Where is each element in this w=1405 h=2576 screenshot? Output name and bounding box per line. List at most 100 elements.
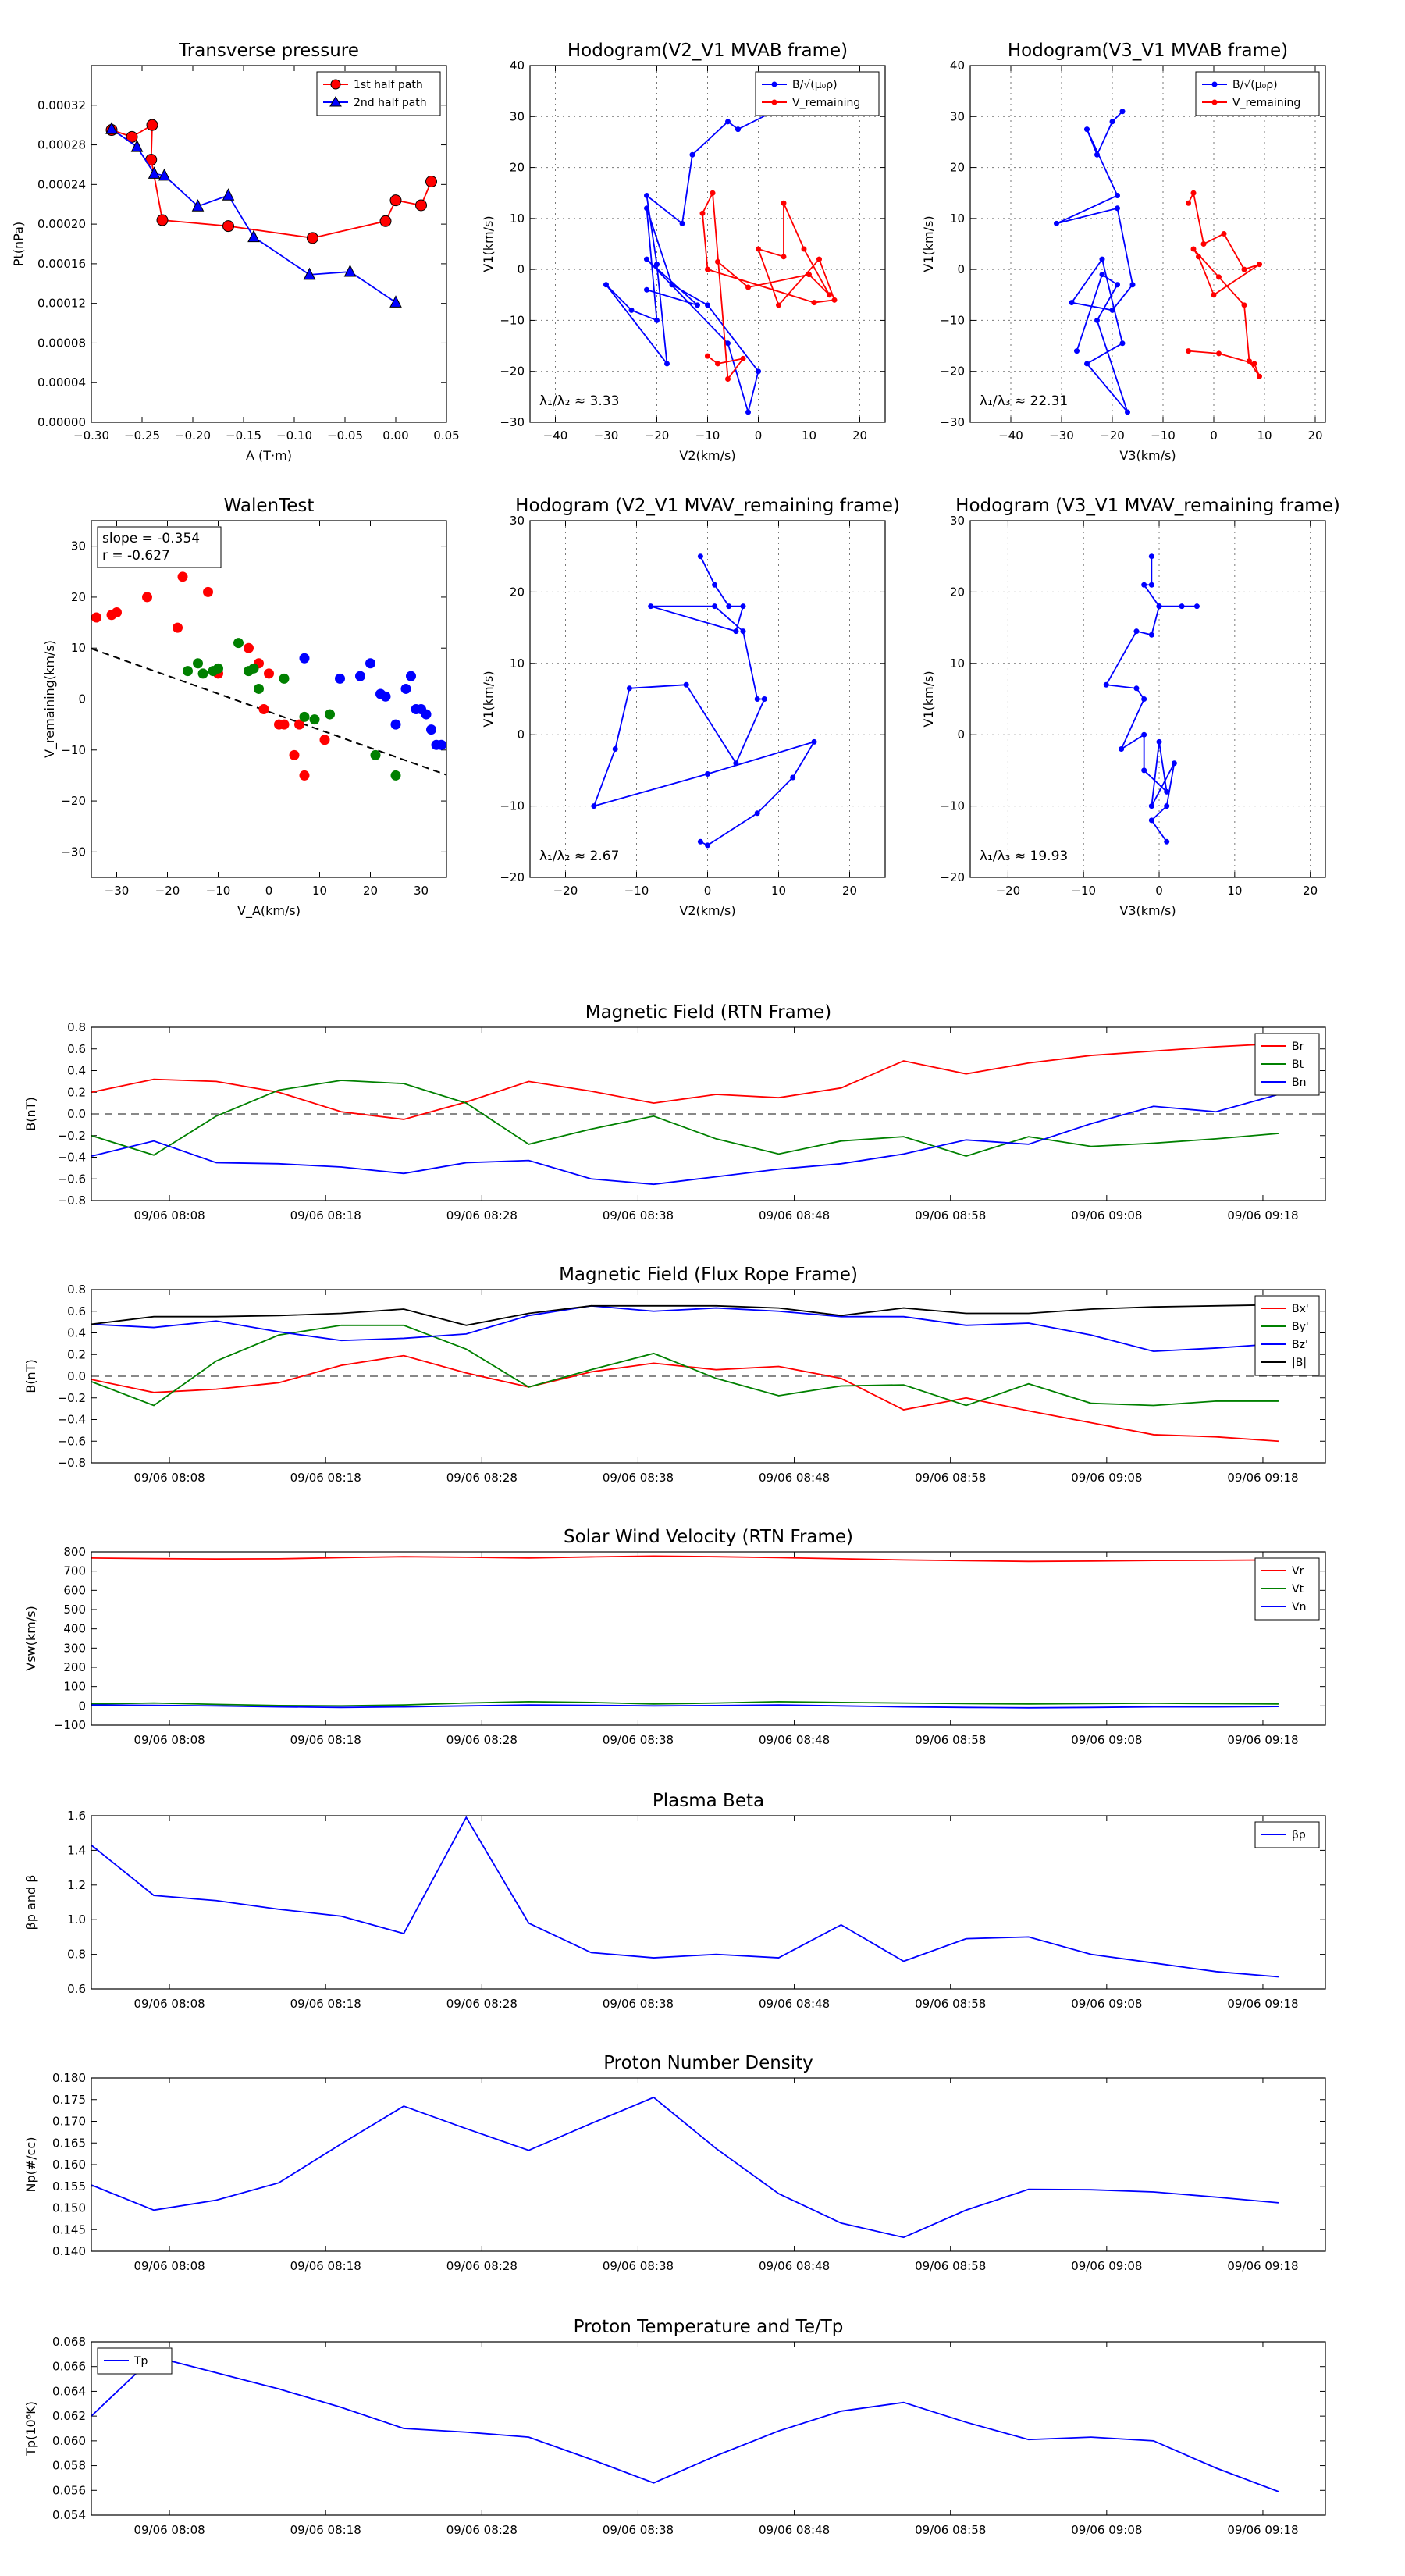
legend-label: Br — [1292, 1041, 1304, 1053]
data-point — [191, 199, 205, 212]
y-tick-label: 300 — [63, 1641, 86, 1655]
plot-frame — [91, 2341, 1326, 2516]
series — [591, 553, 817, 849]
data-point — [648, 603, 654, 610]
data-point — [1241, 302, 1247, 308]
y-tick-label: 0.0 — [67, 1369, 86, 1383]
legend-label: B/√(μ₀ρ) — [792, 79, 838, 91]
data-point — [1148, 817, 1154, 824]
proton-number-density: 09/06 08:08 09/06 08:18 09/06 08:28 09/06 0… — [23, 2053, 1326, 2273]
chart-title: Magnetic Field (RTN Frame) — [585, 1002, 832, 1023]
y-tick-label: −0.2 — [58, 1129, 86, 1143]
x-tick-label: −10 — [1071, 884, 1096, 898]
data-point — [715, 361, 720, 367]
y-tick-label: −0.8 — [58, 1456, 86, 1470]
y-tick-label: 0 — [957, 262, 965, 276]
y-tick-label: −0.8 — [58, 1194, 86, 1208]
data-point — [669, 282, 675, 288]
x-tick-label: 0 — [1155, 884, 1163, 898]
data-point — [612, 745, 618, 752]
series — [1186, 190, 1262, 379]
y-tick-label: 1.4 — [67, 1843, 86, 1857]
data-point — [754, 696, 760, 702]
data-point — [705, 353, 710, 359]
series-line — [91, 1704, 1279, 1709]
x-tick-label: 09/06 08:48 — [759, 2259, 830, 2273]
data-point — [183, 666, 193, 677]
data-point — [343, 264, 357, 277]
series-line — [91, 1816, 1279, 1978]
data-point — [761, 696, 767, 702]
y-tick-label: 10 — [71, 641, 86, 655]
legend: B/√(μ₀ρ) V_remaining — [1195, 71, 1320, 116]
data-point — [319, 735, 330, 745]
x-tick-label: 09/06 09:18 — [1227, 1471, 1298, 1485]
y-tick-label: 10 — [950, 212, 965, 226]
data-point — [258, 704, 269, 715]
legend: Br Bt Bn — [1254, 1033, 1320, 1096]
data-point — [705, 302, 710, 308]
data-point — [1200, 241, 1207, 247]
data-point — [222, 188, 235, 201]
x-tick-label: 09/06 08:48 — [759, 1733, 830, 1747]
data-point — [379, 215, 392, 227]
series — [1054, 109, 1136, 415]
x-tick-label: 09/06 09:08 — [1071, 2523, 1142, 2537]
y-tick-label: 0.00032 — [37, 98, 86, 112]
y-tick-label: 0.160 — [52, 2158, 86, 2172]
legend-label: By' — [1292, 1321, 1309, 1333]
data-point — [1148, 632, 1154, 638]
legend-marker — [330, 79, 341, 90]
data-point — [1084, 126, 1090, 133]
data-point — [715, 258, 720, 265]
plot-frame — [969, 520, 1326, 878]
data-point — [1119, 340, 1126, 347]
x-tick-label: 09/06 09:08 — [1071, 2259, 1142, 2273]
y-tick-label: 0.00024 — [37, 177, 86, 191]
series — [105, 119, 437, 244]
series — [1103, 553, 1200, 845]
data-point — [654, 262, 660, 268]
y-tick-label: 0.4 — [67, 1064, 86, 1078]
x-tick-label: −0.10 — [276, 429, 312, 443]
data-point — [695, 302, 700, 308]
y-tick-label: 30 — [950, 109, 965, 123]
data-point — [626, 685, 632, 692]
x-tick-label: −0.15 — [226, 429, 261, 443]
data-point — [1099, 256, 1105, 262]
data-point — [289, 749, 300, 760]
x-axis-label: V2(km/s) — [679, 903, 735, 918]
data-point — [1148, 582, 1154, 588]
legend-label: Bx' — [1292, 1303, 1309, 1315]
data-point — [1216, 350, 1222, 357]
y-axis-label: Vsw(km/s) — [23, 1606, 38, 1670]
data-point — [811, 738, 817, 745]
data-point — [380, 691, 391, 702]
plot-area — [91, 1552, 1325, 1725]
x-axis-label: A (T·m) — [246, 448, 292, 463]
data-point — [1115, 282, 1120, 288]
series — [603, 109, 777, 415]
legend-marker — [771, 99, 777, 105]
data-point — [683, 681, 689, 688]
x-tick-label: −10 — [206, 884, 231, 898]
data-point — [390, 770, 401, 781]
y-tick-label: 20 — [950, 161, 965, 175]
data-point — [254, 683, 264, 694]
y-tick-label: −30 — [500, 415, 525, 429]
y-tick-label: 1.2 — [67, 1878, 86, 1892]
y-tick-label: −20 — [500, 870, 525, 884]
data-point — [1074, 348, 1080, 354]
y-tick-label: 0.140 — [52, 2244, 86, 2258]
y-tick-label: 0.00028 — [37, 138, 86, 152]
plot-area — [530, 521, 885, 877]
x-tick-label: 09/06 08:58 — [915, 1997, 986, 2011]
x-tick-label: 09/06 08:18 — [290, 1733, 361, 1747]
ratio-annotation: λ₁/λ₃ ≈ 19.93 — [980, 849, 1068, 864]
plot-frame — [91, 65, 447, 423]
chart-title: Proton Temperature and Te/Tp — [574, 2317, 844, 2337]
legend-label: V_remaining — [1232, 97, 1300, 109]
chart-title: WalenTest — [224, 496, 315, 516]
x-tick-label: 10 — [1227, 884, 1242, 898]
